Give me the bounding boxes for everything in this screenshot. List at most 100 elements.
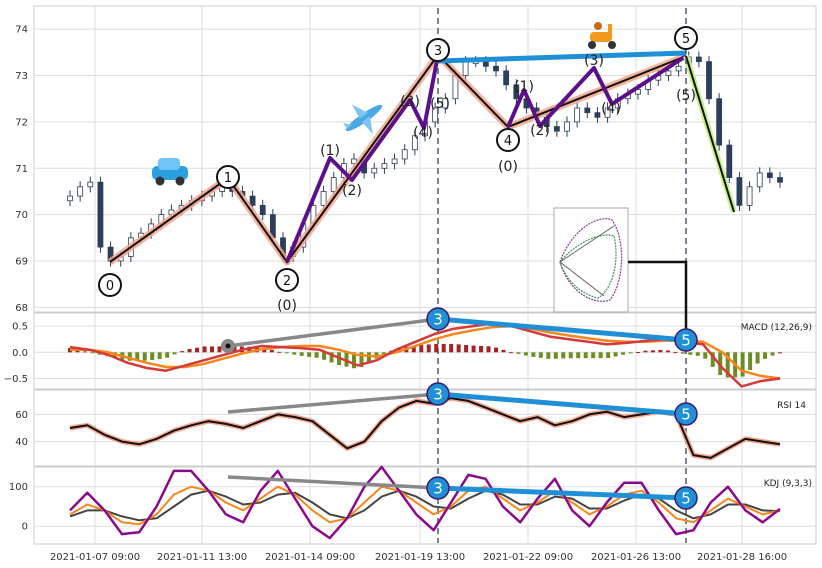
rsi-tick-label: 60 xyxy=(15,410,28,421)
wave-label-(5): (5) xyxy=(676,88,696,104)
price-tick-label: 70 xyxy=(15,210,28,221)
candle-body xyxy=(330,177,337,192)
macd-histogram-bar xyxy=(366,352,371,363)
macd-histogram-bar xyxy=(82,351,87,353)
wave-label-circle xyxy=(98,273,122,297)
candle-body xyxy=(706,61,712,100)
macd-histogram-bar xyxy=(598,352,603,359)
macd-histogram-bar xyxy=(538,352,543,358)
macd-histogram-bar xyxy=(269,349,274,353)
macd-histogram-bar xyxy=(344,352,349,367)
airplane-icon xyxy=(343,104,383,134)
wave-primary-line xyxy=(109,53,687,264)
macd-histogram-bar xyxy=(277,351,282,353)
candle-body xyxy=(391,158,398,165)
macd-histogram-bar xyxy=(314,352,319,358)
macd-histogram-bar xyxy=(643,350,648,353)
rsi-divergence-line xyxy=(437,391,687,417)
price-tick-label: 72 xyxy=(15,117,28,128)
macd-histogram-bar xyxy=(90,352,95,354)
wave-label-3: 3 xyxy=(434,44,442,59)
macd-histogram-bar xyxy=(299,352,304,356)
wave-label-(0): (0) xyxy=(498,159,518,175)
axes: 2021-01-07 09:00 2021-01-11 13:00 2021-01-… xyxy=(4,25,787,563)
divergence-marker xyxy=(426,382,450,406)
wave-label-2: 2 xyxy=(283,274,291,289)
macd-histogram-bar xyxy=(187,349,192,353)
price-divergence-line xyxy=(437,50,687,64)
kdj-divergence-prior xyxy=(227,475,439,490)
wave-labels: 0 1 (1) 2 (2) (0) (3) (4) 3 (5) (1) 4 (2) (0) (3) (4) 5 (… xyxy=(98,26,698,314)
macd-histogram-bar xyxy=(628,352,633,354)
macd-histogram-bar xyxy=(770,352,775,356)
x-tick-label: 2021-01-19 13:00 xyxy=(375,552,465,563)
macd-histogram-bar xyxy=(210,346,214,353)
macd-histogram-bar xyxy=(494,347,498,353)
candle-body xyxy=(584,107,591,114)
macd-histogram-bar xyxy=(464,345,469,353)
macd-histogram-bar xyxy=(561,352,566,359)
price-tick-label: 69 xyxy=(15,257,28,268)
candle-body xyxy=(716,98,723,146)
macd-tick-label: 0.0 xyxy=(12,348,28,359)
candle-body xyxy=(493,65,499,72)
wave-label-(2): (2) xyxy=(530,123,550,139)
macd-histogram-bar xyxy=(135,352,140,361)
candle-body xyxy=(482,61,489,67)
macd-histogram-bar xyxy=(695,352,700,356)
wave-label-circle xyxy=(426,38,450,62)
candle-body xyxy=(736,177,743,206)
candle-body xyxy=(381,163,388,169)
macd-prior-peak-center xyxy=(225,343,231,349)
candle-body xyxy=(756,172,763,188)
macd-histogram-bar xyxy=(359,352,364,368)
divergence-marker-label: 3 xyxy=(433,480,443,498)
candle-body xyxy=(604,107,611,118)
macd-histogram-bar xyxy=(471,345,476,353)
macd-histogram-bar xyxy=(441,343,446,353)
macd-tick-label: 0.5 xyxy=(12,322,28,333)
price-tick-label: 71 xyxy=(15,164,28,175)
kdj-panel-title: KDJ (9,3,3) xyxy=(764,479,812,489)
candle-body xyxy=(77,186,84,197)
candle-body xyxy=(777,177,783,183)
divergence-marker-label: 5 xyxy=(681,332,691,350)
candle-body xyxy=(67,195,73,202)
car-icon xyxy=(152,158,188,186)
macd-histogram-bar xyxy=(322,352,327,360)
divergence-marker xyxy=(674,328,698,352)
macd-histogram-bar xyxy=(202,346,207,353)
macd-histogram-bar xyxy=(755,352,760,364)
macd-histogram-bar xyxy=(381,352,386,355)
rsi-indicator: RSI 14 xyxy=(69,391,806,461)
macd-histogram-bar xyxy=(576,352,581,359)
macd-histogram-bar xyxy=(217,346,222,353)
macd-histogram-bar xyxy=(284,352,289,354)
candle-body xyxy=(665,70,672,76)
macd-histogram-bar xyxy=(680,352,685,354)
macd-histogram-bar xyxy=(127,352,132,361)
candle-body xyxy=(574,107,581,123)
macd-histogram-bar xyxy=(546,352,551,359)
macd-histogram-bar xyxy=(501,349,506,353)
wave-label-(0): (0) xyxy=(277,298,297,314)
macd-histogram-bar xyxy=(636,351,640,353)
x-tick-label: 2021-01-11 13:00 xyxy=(157,552,247,563)
candle-body xyxy=(442,98,449,109)
inset-thumbnail xyxy=(553,207,629,313)
macd-histogram-bar xyxy=(157,352,162,360)
macd-histogram-bar xyxy=(531,352,536,357)
divergence-marker xyxy=(426,307,450,331)
candle-body xyxy=(594,112,601,118)
macd-histogram-bar xyxy=(688,352,693,355)
candle-body xyxy=(411,135,418,151)
wave-label-(5): (5) xyxy=(430,96,450,112)
macd-histogram-bar xyxy=(232,346,237,353)
macd-histogram-bar xyxy=(613,352,618,357)
divergence-marker xyxy=(674,402,698,426)
macd-histogram-bar xyxy=(763,352,768,359)
macd-histogram-bar xyxy=(778,352,782,354)
wave-label-circle xyxy=(275,268,299,292)
kdj-divergence-line xyxy=(437,485,687,501)
